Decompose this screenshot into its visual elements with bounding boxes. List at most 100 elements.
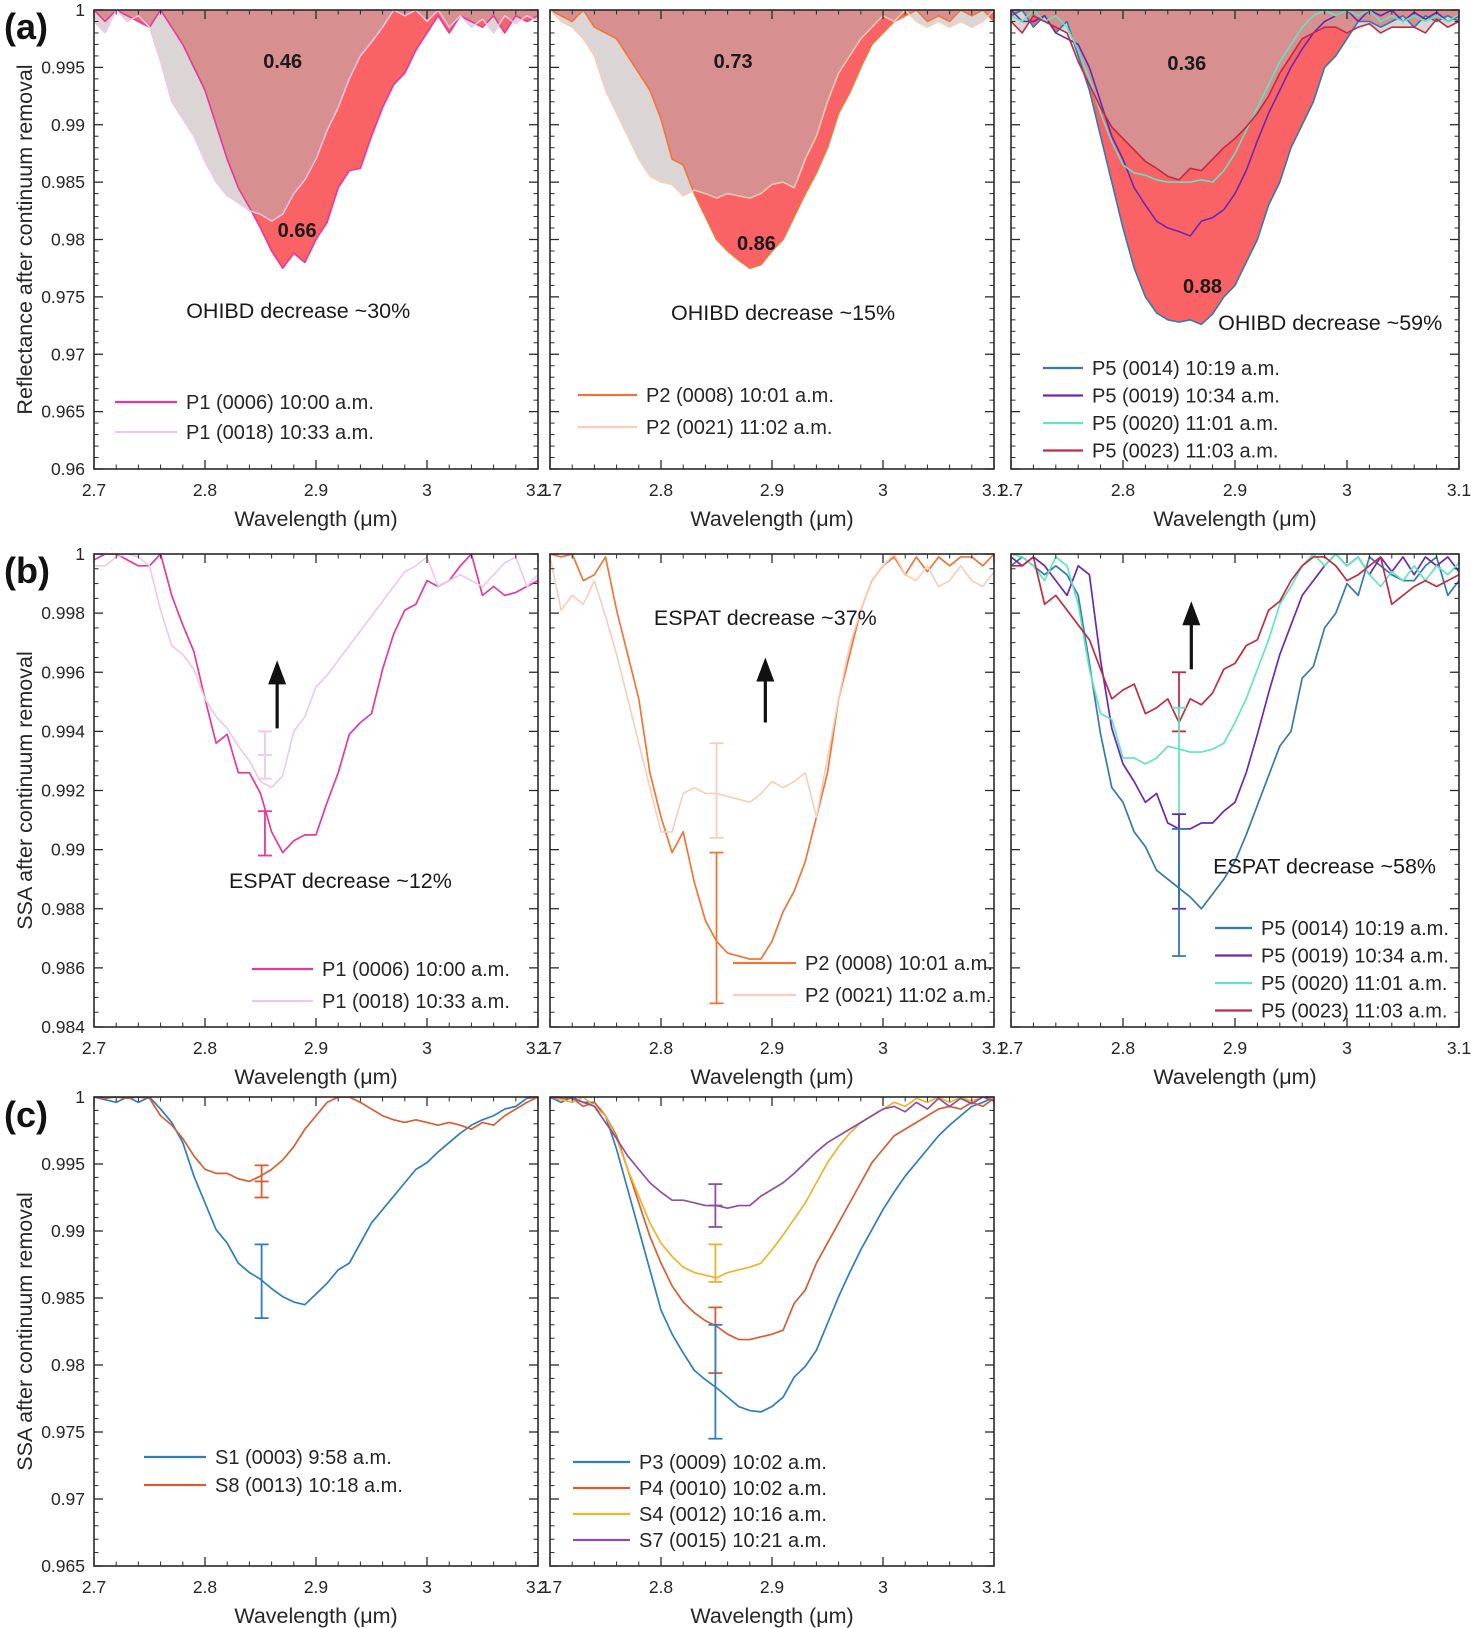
y-tick-label: 0.994 — [41, 721, 85, 741]
decrease-annotation: OHIBD decrease ~59% — [1218, 311, 1442, 335]
x-tick-label: 2.8 — [649, 480, 673, 500]
x-tick-label: 3.1 — [982, 480, 1006, 500]
panel-a1: 2.7 2.8 2.9 3 3.1 0.96 0.965 0.97 0.975 0.98 0.985… — [13, 0, 550, 531]
x-axis-label: Wavelength (μm) — [690, 1065, 853, 1089]
series-line — [1011, 14, 1459, 181]
y-tick-label: 0.985 — [41, 172, 85, 192]
series-line — [94, 10, 538, 222]
y-tick-label: 0.99 — [51, 115, 85, 135]
x-tick-label: 3 — [1342, 480, 1352, 500]
x-tick-label: 3.1 — [526, 480, 550, 500]
panel-label-b: (b) — [4, 550, 50, 591]
y-tick-label: 0.992 — [41, 781, 85, 801]
series-line — [94, 1097, 538, 1183]
legend-label: P2 (0008) 10:01 a.m. — [805, 953, 993, 975]
legend-label: P2 (0021) 11:02 a.m. — [646, 417, 832, 439]
decrease-annotation: ESPAT decrease ~12% — [229, 869, 452, 893]
y-tick-label: 0.985 — [41, 1288, 85, 1308]
band-depth-value: 0.66 — [278, 220, 317, 242]
x-tick-label: 3.1 — [982, 1577, 1006, 1597]
up-arrow-icon — [1182, 601, 1201, 670]
y-tick-label: 0.995 — [41, 57, 85, 77]
series-area-light — [1011, 10, 1459, 180]
area-fills — [94, 10, 538, 269]
x-tick-label: 2.9 — [760, 480, 784, 500]
y-tick-label: 0.99 — [51, 1221, 85, 1241]
series-line — [1011, 554, 1459, 830]
band-depth-value: 0.86 — [737, 233, 776, 255]
series-lines — [1011, 554, 1459, 910]
legend-label: P5 (0014) 10:19 a.m. — [1092, 358, 1280, 380]
x-tick-label: 2.9 — [304, 1038, 328, 1058]
series-line — [94, 554, 538, 854]
error-bar — [708, 1243, 723, 1283]
x-tick-label: 2.8 — [193, 480, 217, 500]
y-tick-label: 1 — [75, 544, 85, 564]
error-bar — [254, 1164, 269, 1199]
x-tick-label: 2.8 — [1111, 480, 1135, 500]
series-line — [550, 10, 994, 199]
series-line — [550, 554, 994, 960]
error-bar — [1172, 828, 1186, 957]
x-tick-label: 3 — [878, 1577, 888, 1597]
axes: 2.7 2.8 2.9 3 3.1 Wavelength (μm) — [999, 9, 1471, 531]
band-depth-value: 0.36 — [1167, 53, 1206, 75]
area-fills — [1011, 10, 1459, 325]
y-tick-label: 0.965 — [41, 1556, 85, 1576]
series-line — [550, 1097, 994, 1341]
x-tick-label: 3 — [422, 480, 432, 500]
decrease-annotation: ESPAT decrease ~37% — [654, 606, 877, 630]
panel-label-a: (a) — [4, 6, 48, 47]
x-tick-label: 2.7 — [82, 480, 106, 500]
series-lines — [94, 1097, 538, 1306]
series-lines — [1011, 10, 1459, 326]
legend-label: P1 (0006) 10:00 a.m. — [322, 959, 510, 981]
legend-label: S1 (0003) 9:58 a.m. — [215, 1447, 392, 1469]
legend: P5 (0014) 10:19 a.m. P5 (0019) 10:34 a.m.… — [1043, 358, 1280, 463]
band-depth-value: 0.88 — [1183, 276, 1222, 298]
series-lines — [550, 554, 994, 960]
band-depth-value: 0.46 — [263, 51, 302, 73]
y-tick-label: 1 — [75, 1087, 85, 1107]
error-bar — [1172, 706, 1186, 830]
x-axis-label: Wavelength (μm) — [690, 1604, 853, 1628]
x-axis-label: Wavelength (μm) — [234, 1065, 397, 1089]
panel-a3: 2.7 2.8 2.9 3 3.1 Wavelength (μm) 0.36 0.88 OHIB… — [999, 9, 1471, 531]
panel-label-c: (c) — [4, 1094, 48, 1135]
x-tick-label: 2.7 — [999, 480, 1023, 500]
y-tick-label: 0.996 — [41, 662, 85, 682]
legend-label: P5 (0020) 11:01 a.m. — [1092, 413, 1278, 435]
legend: P3 (0009) 10:02 a.m. P4 (0010) 10:02 a.m.… — [573, 1452, 827, 1552]
y-tick-label: 0.995 — [41, 1154, 85, 1174]
y-tick-label: 0.984 — [41, 1017, 85, 1037]
series-lines — [550, 1097, 994, 1413]
x-axis-label: Wavelength (μm) — [1153, 1065, 1316, 1089]
area-fills — [550, 10, 994, 269]
error-bar — [257, 810, 272, 857]
x-tick-label: 2.9 — [304, 1577, 328, 1597]
x-tick-label: 3.1 — [526, 1038, 550, 1058]
legend-label: P5 (0019) 10:34 a.m. — [1261, 946, 1449, 968]
y-tick-label: 0.97 — [51, 344, 85, 364]
legend-label: P5 (0014) 10:19 a.m. — [1261, 918, 1449, 940]
error-bar — [708, 1183, 723, 1228]
x-tick-label: 2.9 — [760, 1577, 784, 1597]
x-tick-label: 3 — [422, 1577, 432, 1597]
series-line — [550, 1097, 994, 1279]
decrease-annotation: ESPAT decrease ~58% — [1213, 854, 1436, 878]
x-tick-label: 2.9 — [1223, 1038, 1247, 1058]
series-lines — [94, 10, 538, 269]
series-line — [94, 554, 538, 789]
series-line — [1011, 10, 1459, 183]
x-tick-label: 3 — [1342, 1038, 1352, 1058]
error-bar — [254, 1243, 269, 1319]
x-tick-label: 2.9 — [760, 1038, 784, 1058]
legend-label: S4 (0012) 10:16 a.m. — [639, 1504, 827, 1526]
series-line — [1011, 556, 1459, 910]
y-tick-label: 0.975 — [41, 1422, 85, 1442]
axes: 2.7 2.8 2.9 3 3.1 Wavelength (μm) — [538, 9, 1006, 531]
x-tick-label: 2.8 — [649, 1577, 673, 1597]
y-tick-label: 0.98 — [51, 1355, 85, 1375]
panel-a2: 2.7 2.8 2.9 3 3.1 Wavelength (μm) 0.73 0.86 OHIB… — [538, 9, 1006, 531]
